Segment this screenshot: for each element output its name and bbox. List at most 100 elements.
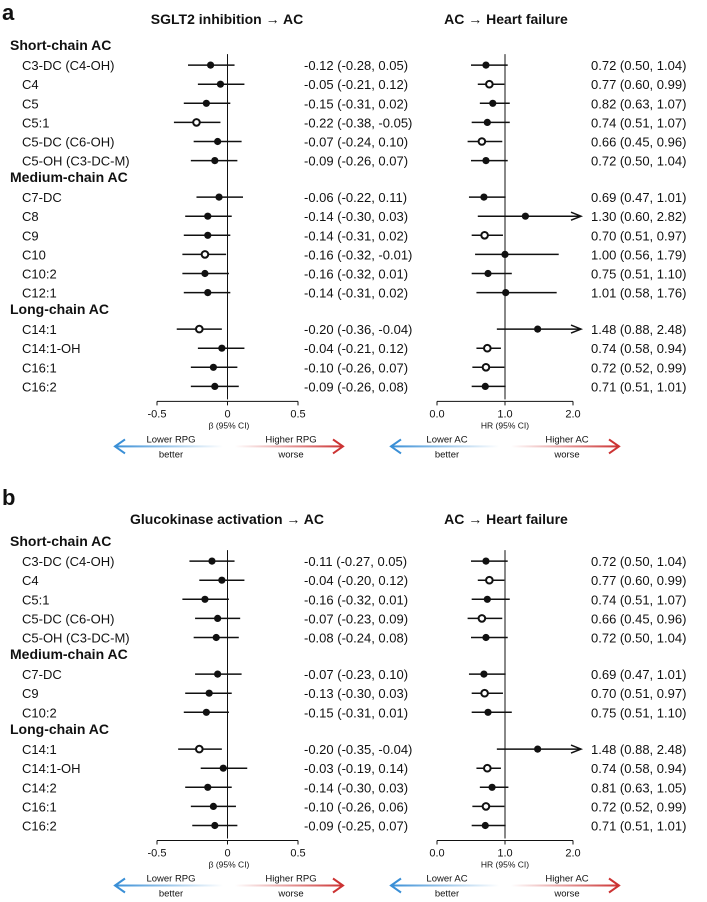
beta-ci-text: -0.05 (-0.21, 0.12)	[304, 77, 408, 92]
hr-axis-label: HR (95% CI)	[481, 420, 529, 430]
arrow-worse-label: Higher RPG	[265, 874, 316, 885]
forest-row: C16:1 -0.10 (-0.26, 0.06) 0.72 (0.52, 0.99…	[22, 799, 686, 814]
row-label: C10:2	[22, 267, 57, 282]
beta-ci-text: -0.12 (-0.28, 0.05)	[304, 58, 408, 73]
hr-ci-overflow-arrow	[570, 211, 584, 221]
beta-ci-text: -0.09 (-0.26, 0.08)	[304, 379, 408, 394]
hr-ci-text: 0.77 (0.60, 0.99)	[591, 573, 686, 588]
forest-row: C16:2 -0.09 (-0.25, 0.07) 0.71 (0.51, 1.01…	[22, 819, 686, 834]
arrow-worse-head	[332, 438, 345, 455]
row-label: C10:2	[22, 705, 57, 720]
row-label: C5:1	[22, 115, 49, 130]
left-panel-title: SGLT2 inhibition → AC	[151, 11, 303, 27]
hr-ci-overflow-arrow	[570, 744, 584, 754]
row-label: C16:2	[22, 819, 57, 834]
beta-ci-text: -0.04 (-0.21, 0.12)	[304, 341, 408, 356]
beta-ci-text: -0.07 (-0.24, 0.10)	[304, 135, 408, 150]
hr-ci-text: 0.66 (0.45, 0.96)	[591, 135, 686, 150]
beta-ci-text: -0.14 (-0.30, 0.03)	[304, 209, 408, 224]
row-label: C14:1	[22, 742, 57, 757]
hr-tick-label: 2.0	[565, 848, 580, 860]
hr-point	[534, 325, 542, 333]
forest-row: C5:1 -0.22 (-0.38, -0.05) 0.74 (0.51, 1.07…	[22, 115, 686, 130]
hr-ci-text: 0.72 (0.52, 0.99)	[591, 799, 686, 814]
beta-ci-text: -0.20 (-0.35, -0.04)	[304, 742, 412, 757]
beta-ci-text: -0.09 (-0.26, 0.07)	[304, 154, 408, 169]
arrow-worse-label: Higher AC	[545, 434, 588, 445]
hr-tick-label: 1.0	[497, 848, 512, 860]
beta-point	[214, 137, 222, 146]
arrow-better-label: Lower AC	[426, 434, 467, 445]
forest-row: C7-DC -0.06 (-0.22, 0.11) 0.69 (0.47, 1.01…	[22, 190, 686, 205]
hr-point	[483, 118, 491, 126]
group-long-chain-ac: Long-chain AC C14:1 -0.20 (-0.36, -0.04) 1.…	[10, 301, 686, 394]
hr-point	[482, 633, 490, 642]
arrow-worse-sublabel: worse	[277, 449, 303, 460]
beta-axis-label: β (95% CI)	[209, 420, 250, 430]
hr-point	[482, 557, 490, 565]
hr-point	[488, 783, 496, 791]
beta-ci-text: -0.07 (-0.23, 0.10)	[304, 667, 408, 682]
hr-point	[480, 670, 488, 678]
beta-tick-label: 0	[224, 848, 230, 860]
row-label: C5-DC (C6-OH)	[22, 611, 114, 626]
arrow-worse-shaft	[511, 445, 619, 448]
hr-ci-text: 0.74 (0.58, 0.94)	[591, 761, 686, 776]
beta-point	[212, 633, 220, 642]
row-label: C4	[22, 573, 39, 588]
beta-point	[192, 118, 201, 127]
beta-point	[204, 212, 212, 220]
hr-point	[484, 269, 492, 278]
row-label: C14:1-OH	[22, 761, 81, 776]
hr-ci-text: 0.75 (0.51, 1.10)	[591, 705, 686, 720]
hr-point	[489, 99, 497, 107]
beta-point	[209, 802, 217, 811]
arrow-better-sublabel: better	[159, 449, 183, 460]
hr-ci-text: 0.72 (0.50, 1.04)	[591, 154, 686, 169]
hr-ci-text: 0.74 (0.58, 0.94)	[591, 341, 686, 356]
beta-point	[195, 744, 204, 754]
forest-row: C12:1 -0.14 (-0.31, 0.02) 1.01 (0.58, 1.76…	[22, 286, 686, 301]
hr-tick-label: 0.0	[429, 408, 444, 420]
row-label: C5-DC (C6-OH)	[22, 135, 114, 150]
forest-row: C3-DC (C4-OH) -0.11 (-0.27, 0.05) 0.72 (0.…	[22, 554, 686, 569]
arrow-better-sublabel: better	[159, 889, 183, 900]
hr-point	[502, 289, 510, 297]
beta-point	[209, 363, 217, 371]
forest-row: C14:1-OH -0.04 (-0.21, 0.12) 0.74 (0.58, 0…	[22, 341, 686, 356]
hr-point	[484, 708, 492, 716]
left-panel-title: Glucokinase activation → AC	[130, 511, 324, 527]
row-label: C12:1	[22, 286, 57, 301]
beta-point	[208, 557, 216, 565]
beta-point	[204, 289, 212, 297]
hr-ci-text: 1.00 (0.56, 1.79)	[591, 247, 686, 262]
beta-point	[201, 595, 209, 603]
hr-ci-text: 0.82 (0.63, 1.07)	[591, 96, 686, 111]
arrow-better-shaft	[115, 445, 223, 448]
hr-ci-text: 0.72 (0.50, 1.04)	[591, 554, 686, 569]
beta-ci-text: -0.16 (-0.32, -0.01)	[304, 247, 412, 262]
hr-ci-text: 1.48 (0.88, 2.48)	[591, 322, 686, 337]
hr-ci-text: 0.75 (0.51, 1.10)	[591, 267, 686, 282]
forest-row: C4 -0.05 (-0.21, 0.12) 0.77 (0.60, 0.99)	[22, 77, 686, 92]
hr-ci-text: 0.72 (0.50, 1.04)	[591, 631, 686, 646]
group-header: Long-chain AC	[10, 721, 109, 737]
beta-ci-text: -0.10 (-0.26, 0.07)	[304, 360, 408, 375]
forest-row: C14:1 -0.20 (-0.35, -0.04) 1.48 (0.88, 2.4…	[22, 742, 686, 757]
hr-point	[481, 363, 491, 372]
arrow-worse-sublabel: worse	[553, 889, 579, 900]
hr-point	[477, 614, 487, 623]
panel-letter: a	[2, 0, 15, 25]
hr-point	[482, 61, 490, 69]
beta-ci-text: -0.08 (-0.24, 0.08)	[304, 631, 408, 646]
forest-row: C5-DC (C6-OH) -0.07 (-0.23, 0.09) 0.66 (0.…	[22, 611, 686, 626]
group-medium-chain-ac: Medium-chain AC C7-DC -0.07 (-0.23, 0.10) 0…	[10, 646, 686, 720]
group-medium-chain-ac: Medium-chain AC C7-DC -0.06 (-0.22, 0.11) 0…	[10, 169, 686, 301]
forest-row: C5:1 -0.16 (-0.32, 0.01) 0.74 (0.51, 1.07)	[22, 592, 686, 607]
arrow-better-head	[113, 877, 126, 894]
beta-ci-text: -0.15 (-0.31, 0.01)	[304, 705, 408, 720]
beta-ci-text: -0.03 (-0.19, 0.14)	[304, 761, 408, 776]
forest-row: C9 -0.14 (-0.31, 0.02) 0.70 (0.51, 0.97)	[22, 228, 686, 243]
arrow-worse-head	[332, 877, 345, 894]
